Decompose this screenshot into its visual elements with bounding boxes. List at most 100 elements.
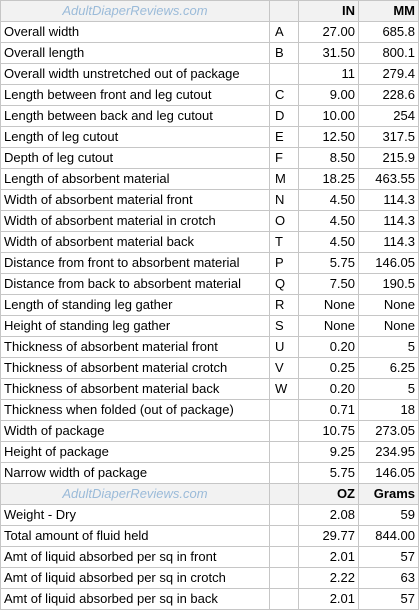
brand-watermark: AdultDiaperReviews.com [0, 483, 270, 505]
measure-label: Narrow width of package [0, 462, 270, 484]
measure-code: T [269, 231, 299, 253]
measure-code [269, 567, 299, 589]
dimension-row: Thickness of absorbent material crotch V 0… [0, 357, 419, 379]
value-in: 4.50 [298, 210, 359, 232]
weight-row: Total amount of fluid held 29.77 844.00 [0, 525, 419, 547]
measure-label: Height of standing leg gather [0, 315, 270, 337]
value-mm: 114.3 [358, 189, 419, 211]
value-in: 27.00 [298, 21, 359, 43]
value-grams: 57 [358, 588, 419, 610]
dimension-row: Width of absorbent material back T 4.50 114… [0, 231, 419, 253]
dimension-row: Length between front and leg cutout C 9.00… [0, 84, 419, 106]
measure-code: N [269, 189, 299, 211]
unit-mm-header: MM [358, 0, 419, 22]
value-mm: 228.6 [358, 84, 419, 106]
measure-label: Length of leg cutout [0, 126, 270, 148]
weight-row: Weight - Dry 2.08 59 [0, 504, 419, 526]
measure-code: A [269, 21, 299, 43]
measure-label: Amt of liquid absorbed per sq in front [0, 546, 270, 568]
dimension-row: Thickness when folded (out of package) 0.… [0, 399, 419, 421]
value-in: 4.50 [298, 189, 359, 211]
value-grams: 844.00 [358, 525, 419, 547]
measure-label: Width of package [0, 420, 270, 442]
measure-label: Thickness when folded (out of package) [0, 399, 270, 421]
value-in: 4.50 [298, 231, 359, 253]
dimension-row: Distance from back to absorbent material… [0, 273, 419, 295]
measure-label: Amt of liquid absorbed per sq in back [0, 588, 270, 610]
value-oz: 2.22 [298, 567, 359, 589]
measure-label: Depth of leg cutout [0, 147, 270, 169]
value-mm: 234.95 [358, 441, 419, 463]
dimension-row: Height of standing leg gather S None None [0, 315, 419, 337]
measure-code: S [269, 315, 299, 337]
weight-row: Amt of liquid absorbed per sq in back 2.0… [0, 588, 419, 610]
value-in: None [298, 294, 359, 316]
value-in: 8.50 [298, 147, 359, 169]
dimension-row: Depth of leg cutout F 8.50 215.9 [0, 147, 419, 169]
measure-code: F [269, 147, 299, 169]
measure-code: M [269, 168, 299, 190]
value-mm: 6.25 [358, 357, 419, 379]
dimension-row: Width of absorbent material in crotch O 4.… [0, 210, 419, 232]
measure-label: Overall length [0, 42, 270, 64]
measure-label: Amt of liquid absorbed per sq in crotch [0, 567, 270, 589]
value-mm: 114.3 [358, 231, 419, 253]
value-mm: None [358, 294, 419, 316]
unit-oz-header: OZ [298, 483, 359, 505]
measure-code [269, 546, 299, 568]
value-in: 9.00 [298, 84, 359, 106]
value-oz: 29.77 [298, 525, 359, 547]
value-in: None [298, 315, 359, 337]
measure-label: Thickness of absorbent material crotch [0, 357, 270, 379]
value-grams: 63 [358, 567, 419, 589]
measure-label: Width of absorbent material back [0, 231, 270, 253]
measure-label: Length of standing leg gather [0, 294, 270, 316]
value-in: 9.25 [298, 441, 359, 463]
value-mm: 215.9 [358, 147, 419, 169]
value-mm: 5 [358, 336, 419, 358]
measure-label: Length of absorbent material [0, 168, 270, 190]
value-oz: 2.01 [298, 588, 359, 610]
dimension-row: Width of package 10.75 273.05 [0, 420, 419, 442]
measure-label: Length between back and leg cutout [0, 105, 270, 127]
value-mm: 18 [358, 399, 419, 421]
unit-grams-header: Grams [358, 483, 419, 505]
measure-code: B [269, 42, 299, 64]
dimension-row: Length of standing leg gather R None None [0, 294, 419, 316]
measure-code [269, 420, 299, 442]
value-grams: 57 [358, 546, 419, 568]
dimension-row: Thickness of absorbent material back W 0.2… [0, 378, 419, 400]
measure-code: U [269, 336, 299, 358]
brand-watermark: AdultDiaperReviews.com [0, 0, 270, 22]
measure-code [269, 441, 299, 463]
measure-code: Q [269, 273, 299, 295]
value-mm: 273.05 [358, 420, 419, 442]
value-in: 12.50 [298, 126, 359, 148]
value-in: 7.50 [298, 273, 359, 295]
measure-label: Weight - Dry [0, 504, 270, 526]
value-in: 10.75 [298, 420, 359, 442]
dimension-row: Thickness of absorbent material front U 0.… [0, 336, 419, 358]
measure-code [269, 462, 299, 484]
dimension-row: Overall width unstretched out of package… [0, 63, 419, 85]
measure-label: Overall width [0, 21, 270, 43]
measure-label: Length between front and leg cutout [0, 84, 270, 106]
dimension-row: Height of package 9.25 234.95 [0, 441, 419, 463]
dimensions-header-row: AdultDiaperReviews.com IN MM [0, 0, 419, 22]
measure-code: W [269, 378, 299, 400]
dimension-row: Length between back and leg cutout D 10.00… [0, 105, 419, 127]
measure-code [269, 399, 299, 421]
dimension-row: Distance from front to absorbent materia… [0, 252, 419, 274]
value-mm: 279.4 [358, 63, 419, 85]
measure-code: V [269, 357, 299, 379]
value-mm: 254 [358, 105, 419, 127]
measure-label: Thickness of absorbent material back [0, 378, 270, 400]
measure-label: Width of absorbent material front [0, 189, 270, 211]
value-mm: 685.8 [358, 21, 419, 43]
code-header-cell [269, 0, 299, 22]
value-mm: 146.05 [358, 252, 419, 274]
measure-code: R [269, 294, 299, 316]
